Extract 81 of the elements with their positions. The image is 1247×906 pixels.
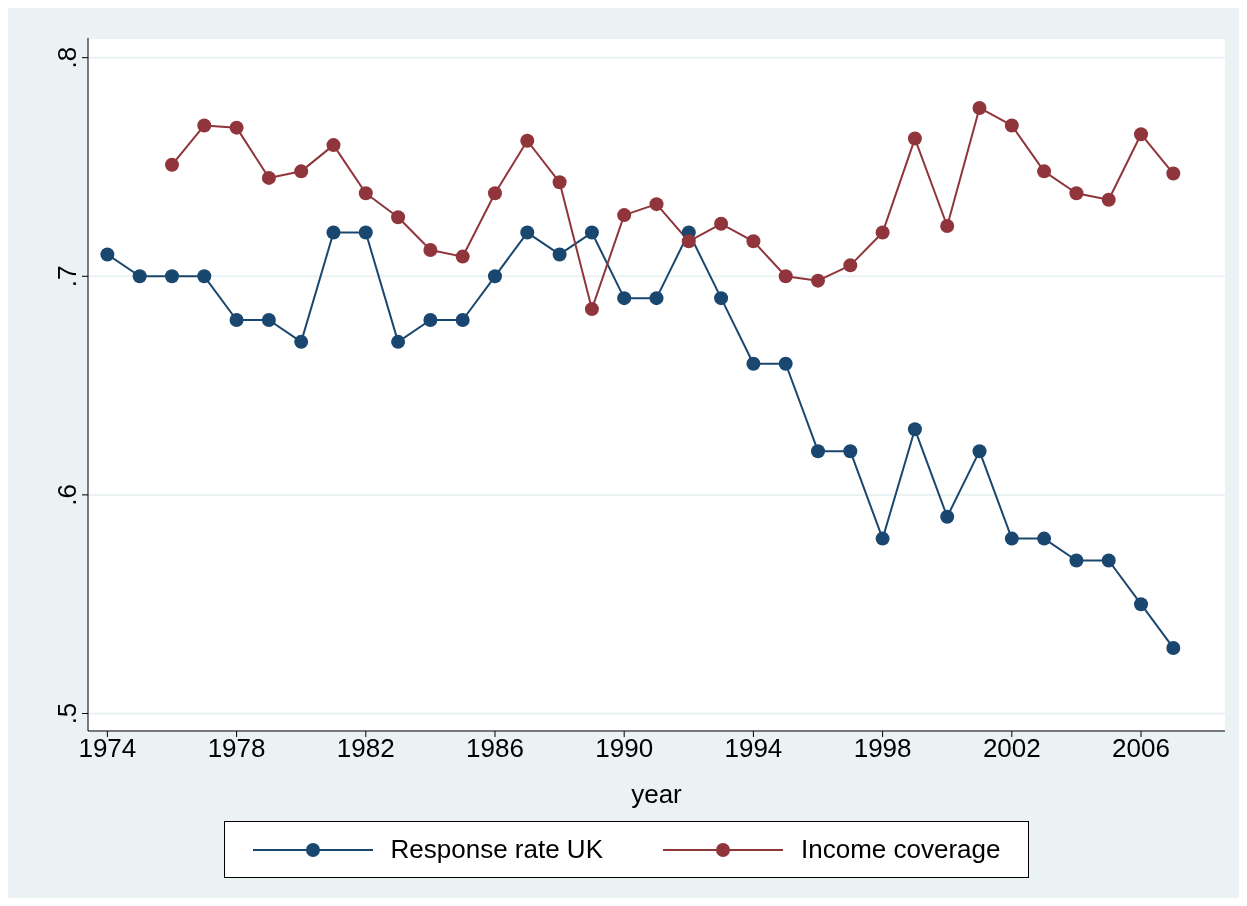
point	[229, 120, 244, 135]
point	[455, 249, 470, 264]
point	[294, 164, 309, 179]
point	[1004, 531, 1019, 546]
point	[326, 138, 341, 153]
point	[552, 175, 567, 190]
point	[972, 444, 987, 459]
x-axis-title: year	[631, 779, 683, 809]
legend-label: Response rate UK	[390, 834, 603, 865]
point	[294, 334, 309, 349]
point	[617, 208, 632, 223]
point	[811, 273, 826, 288]
point	[617, 291, 632, 306]
point	[811, 444, 826, 459]
point	[1134, 127, 1149, 142]
point	[843, 444, 858, 459]
point	[164, 157, 179, 172]
point	[940, 219, 955, 234]
point	[423, 243, 438, 258]
point	[391, 210, 406, 225]
point	[455, 313, 470, 328]
point	[746, 234, 761, 249]
point	[714, 291, 729, 306]
point	[164, 269, 179, 284]
point	[940, 509, 955, 524]
point	[649, 291, 664, 306]
point	[487, 186, 502, 201]
point	[520, 225, 535, 240]
point	[1069, 186, 1084, 201]
point	[584, 302, 599, 317]
point	[1134, 597, 1149, 612]
point	[1101, 192, 1116, 207]
y-tick-label: .8	[52, 46, 82, 69]
point	[1166, 640, 1181, 655]
y-tick-label: .7	[52, 265, 82, 288]
x-tick-label: 2002	[982, 733, 1041, 764]
point	[132, 269, 147, 284]
point	[197, 118, 212, 133]
x-tick-label: 1990	[595, 733, 654, 764]
point	[1166, 166, 1181, 181]
x-tick-label: 1982	[336, 733, 395, 764]
point	[423, 313, 438, 328]
point	[261, 170, 276, 185]
point	[843, 258, 858, 273]
point	[649, 197, 664, 212]
point	[1037, 531, 1052, 546]
point	[875, 225, 890, 240]
point	[907, 422, 922, 437]
point	[552, 247, 567, 262]
point	[197, 269, 212, 284]
point	[1101, 553, 1116, 568]
point	[358, 186, 373, 201]
x-tick-label: 1994	[724, 733, 783, 764]
point	[326, 225, 341, 240]
legend-label: Income coverage	[801, 834, 1001, 865]
point	[100, 247, 115, 262]
point	[358, 225, 373, 240]
point	[584, 225, 599, 240]
point	[1037, 164, 1052, 179]
point	[229, 313, 244, 328]
point	[681, 234, 696, 249]
point	[391, 334, 406, 349]
point	[778, 356, 793, 371]
point	[778, 269, 793, 284]
y-tick-label: .5	[52, 702, 82, 725]
point	[875, 531, 890, 546]
point	[1069, 553, 1084, 568]
x-tick-label: 1974	[78, 733, 137, 764]
point	[714, 216, 729, 231]
point	[746, 356, 761, 371]
x-tick-label: 1998	[853, 733, 912, 764]
point	[907, 131, 922, 146]
x-tick-label: 1986	[466, 733, 524, 764]
y-tick-label: .6	[52, 484, 82, 506]
point	[487, 269, 502, 284]
x-tick-label: 2006	[1112, 733, 1170, 764]
point	[972, 100, 987, 115]
point	[1004, 118, 1019, 133]
point	[261, 313, 276, 328]
point	[520, 133, 535, 148]
x-tick-label: 1978	[207, 733, 266, 764]
